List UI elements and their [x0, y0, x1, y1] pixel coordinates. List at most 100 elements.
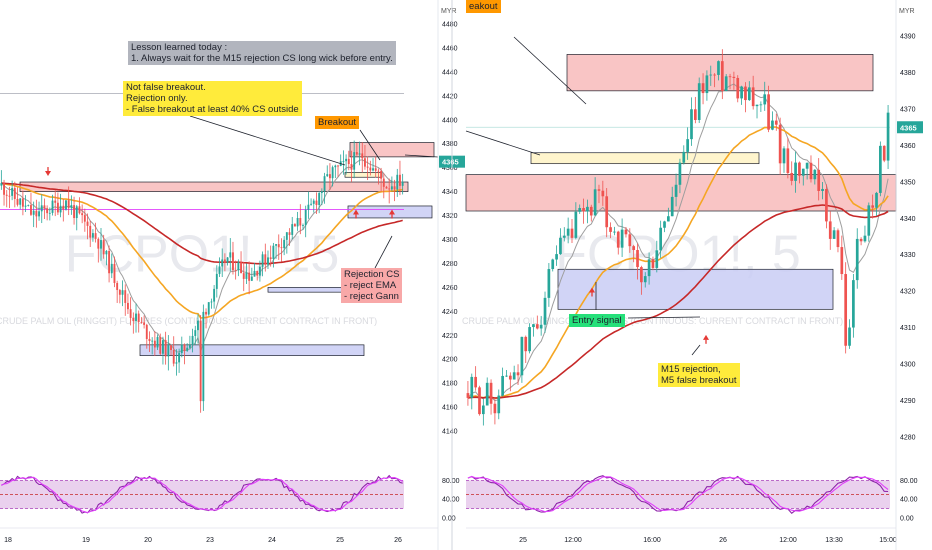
candle-body	[140, 321, 143, 323]
candle-body	[817, 169, 821, 191]
candle-body	[759, 104, 763, 106]
candle-body	[821, 188, 824, 191]
candle-body	[59, 205, 62, 213]
candle-body	[852, 280, 855, 328]
candle-body	[355, 152, 358, 155]
candle-body	[628, 234, 632, 247]
signal-arrow	[389, 209, 395, 215]
candle-body	[277, 244, 280, 248]
candle-body	[809, 162, 813, 180]
candle-body	[202, 311, 205, 402]
candle-body	[855, 238, 859, 281]
candle-body	[678, 162, 682, 185]
candle-body	[832, 230, 836, 239]
candle-body	[651, 259, 655, 268]
candle-body	[524, 336, 528, 352]
y-tick-label: 4460	[442, 45, 458, 52]
candle-body	[532, 324, 535, 328]
x-tick-label: 18	[4, 537, 12, 544]
y-tick-label: 4340	[900, 216, 916, 223]
candle-body	[162, 340, 164, 354]
y-tick-label: 4220	[442, 333, 458, 340]
candle-body	[16, 198, 19, 205]
candle-body	[328, 174, 331, 179]
candle-body	[121, 290, 124, 295]
y-tick-label: 4480	[442, 21, 458, 28]
candle-body	[170, 345, 172, 351]
candle-body	[194, 330, 197, 336]
x-tick-label: 25	[519, 537, 527, 544]
candle-body	[264, 254, 267, 265]
candle-body	[875, 192, 878, 208]
candle-body	[110, 263, 113, 274]
candle-body	[199, 320, 202, 402]
y-tick-label: 4180	[442, 381, 458, 388]
candle-body	[267, 257, 269, 265]
candle-body	[19, 198, 22, 205]
candle-body	[771, 120, 774, 130]
leader-line	[627, 316, 701, 319]
candle-body	[705, 75, 709, 94]
candle-body	[390, 186, 393, 190]
candle-body	[164, 340, 167, 357]
candle-body	[613, 231, 616, 233]
candle-body	[223, 259, 226, 263]
candle-body	[643, 276, 647, 283]
candle-body	[40, 205, 43, 212]
candle-body	[520, 336, 524, 376]
candle-body	[3, 183, 5, 195]
candle-body	[393, 186, 396, 190]
candle-body	[774, 120, 778, 125]
candle-body	[326, 174, 329, 177]
candle-body	[372, 168, 374, 171]
candle-body	[108, 250, 111, 274]
candle-body	[118, 290, 121, 295]
watermark-symbol: FCPO1!, 15	[65, 225, 340, 283]
stochastic-d-line	[467, 475, 889, 513]
candle-body	[474, 376, 477, 388]
support-zone-small	[347, 205, 433, 219]
candle-body	[493, 403, 497, 414]
y-tick-label: 4420	[442, 93, 458, 100]
x-tick-label: 15:00	[879, 537, 897, 544]
y-tick-label: 4380	[900, 70, 916, 77]
candle-body	[137, 313, 140, 322]
candle-body	[78, 206, 81, 214]
candle-body	[126, 302, 129, 310]
candle-body	[91, 233, 94, 238]
candle-body	[167, 345, 170, 357]
candle-body	[334, 165, 337, 168]
candle-body	[570, 228, 574, 238]
candle-body	[497, 395, 501, 414]
candle-body	[586, 206, 589, 212]
y-tick-label: 4290	[900, 398, 916, 405]
candle-body	[566, 228, 570, 236]
candle-body	[285, 232, 288, 240]
candle-body	[215, 273, 218, 289]
candle-body	[178, 353, 181, 363]
candle-body	[871, 205, 875, 208]
candle-body	[272, 245, 275, 259]
candle-body	[382, 178, 385, 187]
support-zone-low	[139, 344, 365, 356]
y-tick-label: 4300	[442, 237, 458, 244]
candle-body	[763, 94, 767, 105]
candle-body	[655, 250, 659, 268]
y-tick-label: 4390	[900, 34, 916, 41]
candle-body	[790, 172, 794, 181]
candle-body	[97, 238, 100, 249]
candle-body	[690, 109, 693, 140]
candle-body	[188, 345, 191, 348]
y-tick-label: 4330	[900, 252, 916, 259]
candle-body	[83, 215, 86, 222]
x-tick-label: 12:00	[779, 537, 797, 544]
candle-body	[129, 309, 132, 318]
y-tick-label: 4320	[900, 289, 916, 296]
x-tick-label: 24	[268, 537, 276, 544]
candle-body	[543, 297, 547, 325]
candle-body	[234, 270, 237, 271]
candle-body	[296, 218, 299, 227]
stochastic-tick-label: 0.00	[442, 516, 456, 523]
candle-body	[43, 205, 46, 209]
